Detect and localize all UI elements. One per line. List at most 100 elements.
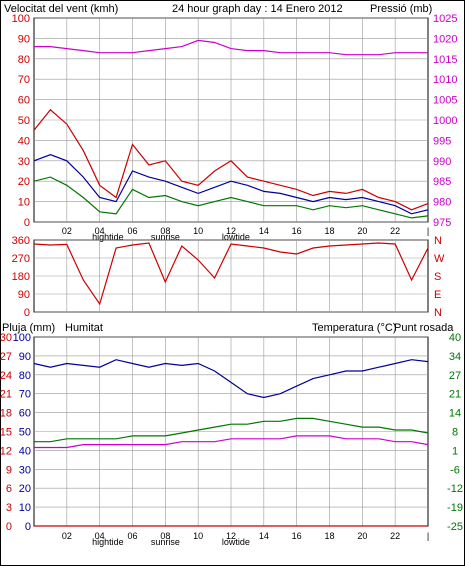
- rain-tick-label: 3: [6, 502, 12, 514]
- y2-tick-label: 990: [433, 156, 451, 168]
- series-line-temperatura: [34, 417, 429, 443]
- y2-tick-label: 1020: [433, 33, 457, 45]
- y-tick-label: 10: [18, 197, 30, 209]
- x-tick-label: 12: [226, 531, 236, 541]
- temp-tick-label: 8: [452, 427, 458, 439]
- compass-label: S: [434, 271, 441, 283]
- rain-tick-label: 24: [0, 370, 12, 382]
- chart-layer: 0202040406060808101012121414161618182020…: [0, 13, 463, 547]
- y-tick-label: 70: [18, 74, 30, 86]
- series-line-humitat: [33, 359, 429, 399]
- series-line-ratxa: [33, 108, 429, 211]
- y-tick-label: 100: [12, 13, 30, 25]
- y2-tick-label: 1010: [433, 74, 457, 86]
- rain-tick-label: 18: [0, 408, 12, 420]
- temp-tick-label: -12: [447, 483, 463, 495]
- humidity-tick-label: 80: [19, 370, 31, 382]
- humidity-tick-label: 0: [25, 521, 31, 533]
- rain-tick-label: 6: [6, 483, 12, 495]
- event-label: sunrise: [151, 537, 180, 547]
- y-tick-label: 180: [12, 271, 30, 283]
- y-tick-label: 80: [18, 54, 30, 66]
- dewpoint-label: Punt rosada: [394, 322, 454, 334]
- x-tick-label: 04: [95, 531, 105, 541]
- y-tick-label: 90: [18, 289, 30, 301]
- compass-label: W: [434, 253, 445, 265]
- rain-tick-label: 27: [0, 351, 12, 363]
- x-tick-label: 18: [324, 531, 334, 541]
- x-tick-label: 02: [62, 531, 72, 541]
- event-label: sunrise: [151, 232, 180, 242]
- y-tick-label: 40: [18, 135, 30, 147]
- humidity-tick-label: 40: [19, 445, 31, 457]
- x-tick-label: 14: [259, 531, 269, 541]
- event-label: hightide: [92, 232, 124, 242]
- humidity-tick-label: 30: [19, 464, 31, 476]
- y-tick-label: 60: [18, 95, 30, 107]
- humidity-tick-label: 50: [19, 427, 31, 439]
- event-label: lowtide: [222, 232, 250, 242]
- temp-tick-label: 40: [449, 332, 461, 344]
- x-tick-label: 16: [292, 226, 302, 236]
- series-line-punt-rosada: [34, 435, 429, 449]
- y2-tick-label: 1015: [433, 54, 457, 66]
- x-tick-label: 20: [357, 531, 367, 541]
- compass-label: E: [434, 289, 441, 301]
- y-tick-label: 360: [12, 235, 30, 247]
- temp-tick-label: 14: [449, 408, 461, 420]
- event-label: lowtide: [222, 537, 250, 547]
- humidity-tick-label: 90: [19, 351, 31, 363]
- temperature-label: Temperatura (°C): [312, 322, 396, 334]
- humidity-tick-label: 100: [13, 332, 31, 344]
- y-tick-label: 0: [24, 307, 30, 319]
- temp-tick-label: 34: [449, 351, 461, 363]
- humidity-tick-label: 60: [19, 408, 31, 420]
- x-tick-label: 14: [259, 226, 269, 236]
- rain-tick-label: 30: [0, 332, 12, 344]
- x-tick-label: 22: [390, 226, 400, 236]
- x-tick-label: 06: [127, 531, 137, 541]
- x-tick-label: 10: [193, 226, 203, 236]
- rain-tick-label: 21: [0, 389, 12, 401]
- x-tick-label: 08: [160, 226, 170, 236]
- y2-tick-label: 1005: [433, 95, 457, 107]
- chart-title: 24 hour graph day : 14 Enero 2012: [172, 3, 343, 15]
- rain-label: Pluja (mm): [2, 322, 55, 334]
- rain-tick-label: 0: [6, 521, 12, 533]
- y-tick-label: 50: [18, 115, 30, 127]
- y-tick-label: 90: [18, 33, 30, 45]
- temp-tick-label: -6: [450, 464, 460, 476]
- x-tick-label: |: [427, 531, 429, 541]
- temp-tick-label: -19: [447, 502, 463, 514]
- x-tick-label: 22: [390, 531, 400, 541]
- y-tick-label: 270: [12, 253, 30, 265]
- y2-tick-label: 1025: [433, 13, 457, 25]
- event-label: hightide: [92, 537, 124, 547]
- series-line-velocitat: [33, 154, 429, 215]
- humidity-tick-label: 70: [19, 389, 31, 401]
- x-tick-label: 10: [193, 531, 203, 541]
- temp-tick-label: 27: [449, 370, 461, 382]
- wind-title: Velocitat del vent (kmh): [4, 3, 118, 15]
- y-tick-label: 30: [18, 156, 30, 168]
- series-line-pressió: [34, 39, 428, 56]
- humidity-label: Humitat: [65, 322, 103, 334]
- y2-tick-label: 980: [433, 197, 451, 209]
- x-tick-label: 04: [95, 226, 105, 236]
- x-tick-label: 20: [357, 226, 367, 236]
- rain-tick-label: 15: [0, 427, 12, 439]
- y2-tick-label: 985: [433, 176, 451, 188]
- series-line-min: [33, 176, 429, 219]
- rain-tick-label: 12: [0, 445, 12, 457]
- x-tick-label: 02: [62, 226, 72, 236]
- x-tick-label: 18: [324, 226, 334, 236]
- y-tick-label: 0: [24, 217, 30, 229]
- y2-tick-label: 975: [433, 217, 451, 229]
- rain-tick-label: 9: [6, 464, 12, 476]
- humidity-tick-label: 10: [19, 502, 31, 514]
- x-tick-label: 06: [127, 226, 137, 236]
- x-tick-label: 12: [226, 226, 236, 236]
- x-tick-label: |: [427, 226, 429, 236]
- temp-tick-label: -25: [447, 521, 463, 533]
